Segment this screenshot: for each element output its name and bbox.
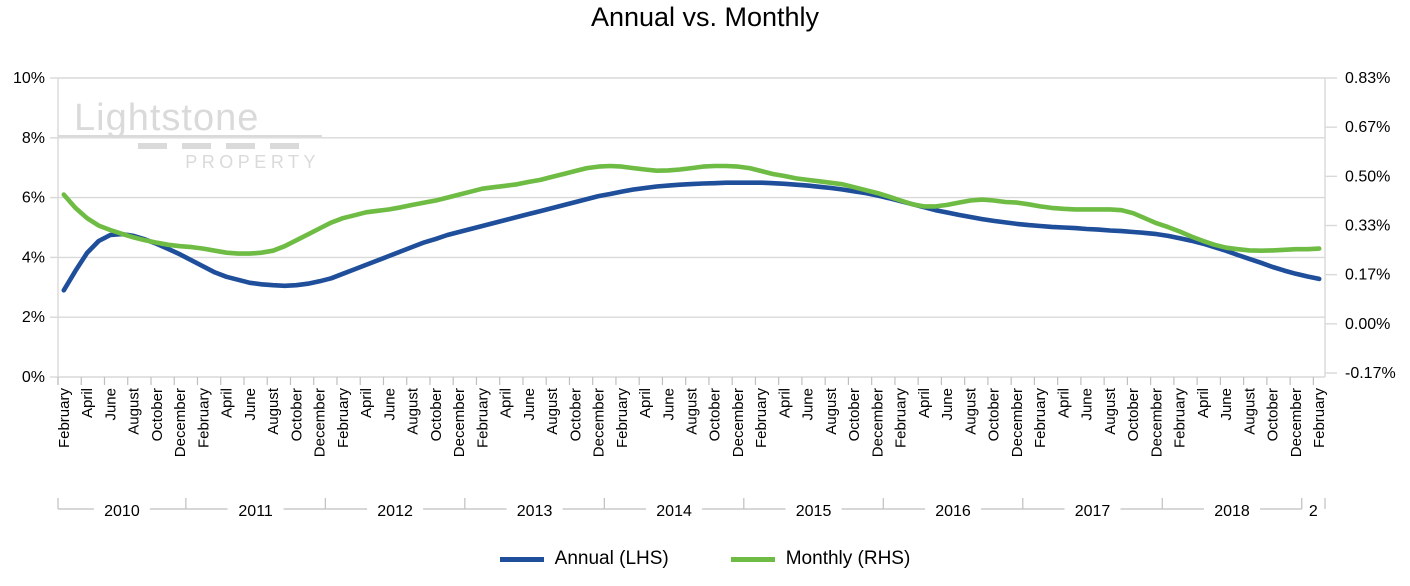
right-axis-label: -0.17% bbox=[1345, 365, 1396, 382]
month-label: February bbox=[893, 388, 910, 449]
left-axis-label: 2% bbox=[22, 309, 45, 326]
left-axis-label: 8% bbox=[22, 130, 45, 147]
chart-canvas: 0% 2% 4% 6% 8% 10% -0.17% 0.00% 0.17% 0.33% 0.50% 0… bbox=[13, 70, 1396, 520]
right-axis-label: 0.50% bbox=[1345, 168, 1390, 185]
month-label: August bbox=[126, 387, 143, 435]
left-axis-label: 4% bbox=[22, 249, 45, 266]
month-label: April bbox=[916, 388, 933, 418]
legend-line-annual-icon bbox=[499, 556, 544, 562]
month-label: December bbox=[451, 388, 468, 457]
month-label: June bbox=[800, 388, 817, 421]
month-label: August bbox=[265, 387, 282, 435]
month-label: December bbox=[172, 388, 189, 457]
legend-item-monthly: Monthly (RHS) bbox=[730, 548, 911, 570]
month-label: April bbox=[498, 388, 515, 418]
month-label: October bbox=[428, 388, 445, 441]
month-label: April bbox=[1195, 388, 1212, 418]
watermark-tagline: PROPERTY bbox=[185, 152, 320, 172]
month-label: June bbox=[660, 388, 677, 421]
month-label: February bbox=[1032, 388, 1049, 449]
left-axis-label: 10% bbox=[13, 70, 45, 87]
month-label: August bbox=[544, 387, 561, 435]
watermark-dashes bbox=[58, 143, 322, 149]
legend-label-annual: Annual (LHS) bbox=[554, 548, 669, 569]
month-label: February bbox=[1172, 388, 1189, 449]
month-label: October bbox=[986, 388, 1003, 441]
month-label: October bbox=[1265, 388, 1282, 441]
year-label: 2013 bbox=[517, 503, 553, 520]
year-label: 2015 bbox=[796, 503, 832, 520]
year-label: 2018 bbox=[1214, 503, 1250, 520]
year-label: 2 bbox=[1309, 503, 1318, 520]
watermark-wordmark: Lightstone bbox=[74, 97, 260, 139]
month-label: February bbox=[753, 388, 770, 449]
month-label: August bbox=[1102, 387, 1119, 435]
watermark-dash bbox=[182, 143, 211, 149]
month-label: April bbox=[776, 388, 793, 418]
series-line-monthly bbox=[61, 163, 1322, 256]
left-axis-label: 0% bbox=[22, 369, 45, 386]
month-label: December bbox=[1009, 388, 1026, 457]
month-label: April bbox=[219, 388, 236, 418]
left-axis-label: 6% bbox=[22, 190, 45, 207]
year-label: 2010 bbox=[104, 503, 140, 520]
month-label: February bbox=[335, 388, 352, 449]
month-label: February bbox=[195, 388, 212, 449]
right-axis-label: 0.33% bbox=[1345, 218, 1390, 235]
month-label: October bbox=[149, 388, 166, 441]
month-label: February bbox=[614, 388, 631, 449]
watermark-dash bbox=[226, 143, 255, 149]
series-line-annual bbox=[61, 180, 1322, 293]
month-label: April bbox=[79, 388, 96, 418]
month-label: December bbox=[730, 388, 747, 457]
year-label: 2011 bbox=[238, 503, 273, 520]
right-axis-label: 0.17% bbox=[1345, 267, 1390, 284]
watermark-dash bbox=[138, 143, 167, 149]
month-label: August bbox=[823, 387, 840, 435]
year-label: 2016 bbox=[935, 503, 971, 520]
month-label: December bbox=[1288, 388, 1305, 457]
month-label: December bbox=[312, 388, 329, 457]
month-label: October bbox=[846, 388, 863, 441]
month-label: June bbox=[242, 388, 259, 421]
right-axis-label: 0.83% bbox=[1345, 70, 1390, 87]
month-label: August bbox=[405, 387, 422, 435]
month-label: June bbox=[102, 388, 119, 421]
month-label: October bbox=[707, 388, 724, 441]
month-label: February bbox=[474, 388, 491, 449]
month-label: December bbox=[1148, 388, 1165, 457]
month-label: June bbox=[1079, 388, 1096, 421]
year-label: 2014 bbox=[656, 503, 692, 520]
year-label: 2012 bbox=[377, 503, 413, 520]
legend-line-monthly-icon bbox=[730, 556, 775, 562]
year-label: 2017 bbox=[1075, 503, 1111, 520]
right-axis-label: 0.00% bbox=[1345, 316, 1390, 333]
chart-title: Annual vs. Monthly bbox=[590, 2, 820, 32]
month-label: October bbox=[567, 388, 584, 441]
month-label: October bbox=[1125, 388, 1142, 441]
month-label: April bbox=[1055, 388, 1072, 418]
month-label: February bbox=[56, 388, 73, 449]
month-label: June bbox=[381, 388, 398, 421]
right-axis-label: 0.67% bbox=[1345, 119, 1390, 136]
month-label: August bbox=[684, 387, 701, 435]
month-label: February bbox=[1311, 388, 1328, 449]
month-label: August bbox=[1241, 387, 1258, 435]
month-label: April bbox=[637, 388, 654, 418]
watermark-dash bbox=[270, 143, 299, 149]
month-label: April bbox=[358, 388, 375, 418]
legend-label-monthly: Monthly (RHS) bbox=[785, 548, 911, 569]
month-label: June bbox=[521, 388, 538, 421]
lightstone-watermark: Lightstone PROPERTY bbox=[58, 98, 322, 173]
month-label: December bbox=[591, 388, 608, 457]
month-label: June bbox=[939, 388, 956, 421]
month-label: June bbox=[1218, 388, 1235, 421]
legend-item-annual: Annual (LHS) bbox=[499, 548, 669, 570]
month-label: August bbox=[962, 387, 979, 435]
month-label: December bbox=[869, 388, 886, 457]
legend: Annual (LHS) Monthly (RHS) bbox=[0, 548, 1410, 570]
watermark-strikethrough-line bbox=[58, 135, 322, 137]
month-label: October bbox=[288, 388, 305, 441]
